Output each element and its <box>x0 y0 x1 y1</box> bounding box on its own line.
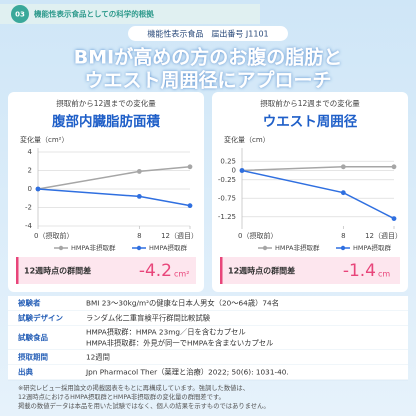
table-value: Jpn Pharmacol Ther（薬理と治療）2022; 50(6): 10… <box>85 368 289 377</box>
chart-subtitle: 摂取前から12週までの変化量 <box>56 98 156 108</box>
y-tick-label: -1.25 <box>218 213 236 221</box>
y-tick-label: -0.75 <box>218 194 236 202</box>
title-line: BMIが高めの方のお腹の脂肪と <box>74 46 342 69</box>
table-value: BMI 23～30kg/m²の健康な日本人男女（20～64歳）74名 <box>86 299 279 308</box>
difference-label: 12週時点の群間差 <box>24 266 91 276</box>
table-value: HMPA摂取群：HMPA 23mg／日を含むカプセル <box>86 328 246 337</box>
y-tick-label: 4 <box>28 148 33 156</box>
title-line: ウエスト周囲径にアプローチ <box>84 69 331 92</box>
chart-title: 腹部内臓脂肪面積 <box>52 113 160 130</box>
legend-label: HMPA非摂取群 <box>275 243 320 252</box>
y-axis-label: 変化量（cm²） <box>20 135 68 144</box>
chart-card <box>8 92 204 292</box>
study-table: 被験者 BMI 23～30kg/m²の健康な日本人男女（20～64歳）74名試験デ… <box>8 296 408 381</box>
footnote: 12週時点におけるHMPA摂取群とHMPA非摂取群の変化量の群間差です。 <box>18 392 225 401</box>
table-value: 12週間 <box>86 353 110 362</box>
difference-unit: cm² <box>174 270 189 279</box>
x-tick-label: 12（週目） <box>161 231 198 240</box>
chart-card <box>212 92 408 292</box>
y-tick-label: -4 <box>25 222 33 230</box>
table-label: 被験者 <box>18 298 41 308</box>
footnote: ※研究レビュー採用論文の掲載図表をもとに再構成しています。強調した数値は、 <box>18 383 249 392</box>
x-tick-label: 12（週目） <box>365 231 402 240</box>
difference-label: 12週時点の群間差 <box>228 266 295 276</box>
point <box>136 194 142 199</box>
point <box>187 164 193 170</box>
legend-dot <box>340 245 346 251</box>
y-tick-label: 0 <box>232 167 236 175</box>
legend-dot <box>262 245 268 251</box>
table-value: ランダム化二重盲検平行群間比較試験 <box>86 314 211 323</box>
point <box>391 216 397 222</box>
difference-value: -4.2 <box>139 261 172 281</box>
y-tick-label: 0 <box>28 185 32 193</box>
x-tick-label: 8 <box>137 232 141 240</box>
notice-pill <box>128 26 288 41</box>
difference-box <box>220 257 400 284</box>
y-tick-label: 2 <box>28 167 32 175</box>
point <box>340 164 346 170</box>
x-tick-label: 8 <box>341 232 345 240</box>
point <box>136 169 142 174</box>
notice: 機能性表示食品 届出番号 J1101 <box>147 29 268 39</box>
table-label: 試験食品 <box>18 332 48 342</box>
legend-label: HMPA摂取群 <box>149 243 187 252</box>
table-row <box>8 326 408 350</box>
table-value: HMPA非摂取群：外見が同一でHMPAを含まないカプセル <box>86 339 273 348</box>
difference-unit: cm <box>378 270 390 279</box>
difference-stripe <box>16 257 19 284</box>
point <box>35 186 41 192</box>
section-title: 機能性表示食品としての科学的根拠 <box>34 9 154 19</box>
y-tick-label: 0.25 <box>220 157 236 165</box>
point <box>391 164 397 170</box>
table-label: 出典 <box>18 367 33 377</box>
point <box>187 203 193 209</box>
table-label: 摂取期間 <box>18 352 48 362</box>
difference-box <box>16 257 196 284</box>
table-row <box>8 365 408 380</box>
point <box>340 190 346 196</box>
legend-label: HMPA摂取群 <box>353 243 391 252</box>
section-band <box>0 4 260 24</box>
y-axis-label: 変化量（cm） <box>224 135 270 144</box>
table-row <box>8 311 408 326</box>
difference-stripe <box>220 257 223 284</box>
badge <box>11 5 29 23</box>
x-tick-label: 0（摂取前） <box>238 231 277 240</box>
table-row <box>8 350 408 365</box>
legend-dot <box>136 245 142 251</box>
chart-subtitle: 摂取前から12週までの変化量 <box>260 98 360 108</box>
y-tick-label: -0.25 <box>218 176 236 184</box>
x-tick-label: 0（摂取前） <box>34 231 73 240</box>
y-tick-label: -2 <box>25 204 32 212</box>
point <box>239 168 245 173</box>
legend-label: HMPA非摂取群 <box>71 243 116 252</box>
footnotes: ※研究レビュー採用論文の掲載図表をもとに再構成しています。強調した数値は、12週… <box>18 383 270 410</box>
legend-dot <box>58 245 64 251</box>
charts: 摂取前から12週までの変化量腹部内臓脂肪面積変化量（cm²）420-2-40（摂… <box>8 92 408 292</box>
chart-title: ウエスト周囲径 <box>263 113 358 130</box>
difference-value: -1.4 <box>343 261 376 281</box>
table-label: 試験デザイン <box>18 313 63 323</box>
table-row <box>8 296 408 311</box>
footnote: 掲載の数値データは本品を用いた試験ではなく、個人の結果を示すものではありません。 <box>18 401 270 410</box>
badge-text: 03 <box>15 11 25 19</box>
